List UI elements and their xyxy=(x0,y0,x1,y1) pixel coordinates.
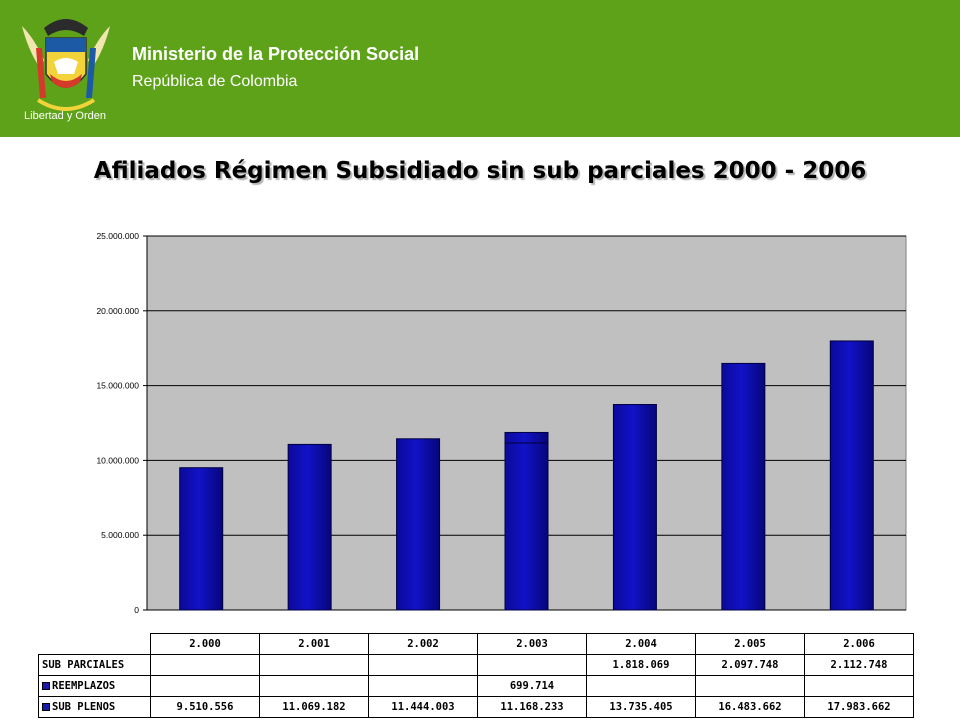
y-tick-label: 5.000.000 xyxy=(101,530,139,540)
motto-label: Libertad y Orden xyxy=(24,110,106,122)
x-tick-label: 2.003 xyxy=(477,633,587,655)
bar-sub-plenos xyxy=(396,438,441,611)
bar-sub-plenos xyxy=(287,443,332,611)
data-label xyxy=(150,675,260,697)
header-banner: Ministerio de la Protección Social Repúb… xyxy=(0,0,960,137)
chart-title: Afiliados Régimen Subsidiado sin sub par… xyxy=(93,158,867,184)
table-row: REEMPLAZOS 699.714 xyxy=(38,675,914,697)
table-row: SUB PARCIALES 1.818.069 2.097.748 2.112.748 xyxy=(38,654,914,676)
data-label: 17.983.662 xyxy=(804,696,914,718)
data-label xyxy=(477,654,587,676)
country-name: República de Colombia xyxy=(132,73,298,90)
data-label: 11.069.182 xyxy=(259,696,369,718)
series-label: SUB PARCIALES xyxy=(38,654,151,676)
legend-label: SUB PLENOS xyxy=(52,701,116,713)
data-label xyxy=(695,675,805,697)
bar-sub-plenos xyxy=(504,442,549,611)
x-tick-label: 2.004 xyxy=(586,633,696,655)
data-label: 16.483.662 xyxy=(695,696,805,718)
y-tick-label: 0 xyxy=(134,605,139,615)
y-tick-label: 20.000.000 xyxy=(96,306,139,316)
data-label xyxy=(259,654,369,676)
table-row: SUB PLENOS 9.510.556 11.069.182 11.444.003 1… xyxy=(38,696,914,718)
colombia-coat-of-arms-icon xyxy=(22,19,110,111)
data-label: 1.818.069 xyxy=(586,654,696,676)
legend-label: SUB PARCIALES xyxy=(42,659,125,671)
data-label xyxy=(368,654,478,676)
table-corner xyxy=(39,634,151,655)
data-label xyxy=(586,675,696,697)
data-label: 699.714 xyxy=(477,675,587,697)
x-tick-label: 2.005 xyxy=(695,633,805,655)
bar-chart: 0 5.000.000 10.000.000 15.000.000 20.000.000… xyxy=(96,231,907,615)
bar-sub-plenos xyxy=(179,467,224,611)
data-label xyxy=(259,675,369,697)
x-tick-label: 2.002 xyxy=(368,633,478,655)
x-tick-label: 2.000 xyxy=(150,633,260,655)
data-label xyxy=(368,675,478,697)
data-label: 2.097.748 xyxy=(695,654,805,676)
table-header-row: 2.000 2.001 2.002 2.003 2.004 2.005 2.006 xyxy=(39,633,914,655)
data-label xyxy=(804,675,914,697)
x-tick-label: 2.006 xyxy=(804,633,914,655)
data-table: 2.000 2.001 2.002 2.003 2.004 2.005 2.006 SUB P… xyxy=(38,633,914,718)
data-label: 2.112.748 xyxy=(804,654,914,676)
y-tick-label: 15.000.000 xyxy=(96,381,139,391)
legend-key-icon xyxy=(42,682,50,690)
data-label: 9.510.556 xyxy=(150,696,260,718)
y-tick-label: 25.000.000 xyxy=(96,231,139,241)
bar-sub-plenos xyxy=(612,404,657,611)
data-label: 11.168.233 xyxy=(477,696,587,718)
series-label: REEMPLAZOS xyxy=(38,675,151,697)
data-label: 11.444.003 xyxy=(368,696,478,718)
organization-name: Ministerio de la Protección Social xyxy=(132,44,420,64)
bar-sub-plenos xyxy=(829,340,874,611)
bar-reemplazos xyxy=(504,431,549,444)
bar-sub-plenos xyxy=(721,362,766,611)
legend-label: REEMPLAZOS xyxy=(52,680,116,692)
x-tick-label: 2.001 xyxy=(259,633,369,655)
legend-key-icon xyxy=(42,703,50,711)
motto-text: Libertad y Orden xyxy=(24,110,106,122)
data-label xyxy=(150,654,260,676)
series-label: SUB PLENOS xyxy=(38,696,151,718)
data-label: 13.735.405 xyxy=(586,696,696,718)
y-tick-label: 10.000.000 xyxy=(96,455,139,465)
